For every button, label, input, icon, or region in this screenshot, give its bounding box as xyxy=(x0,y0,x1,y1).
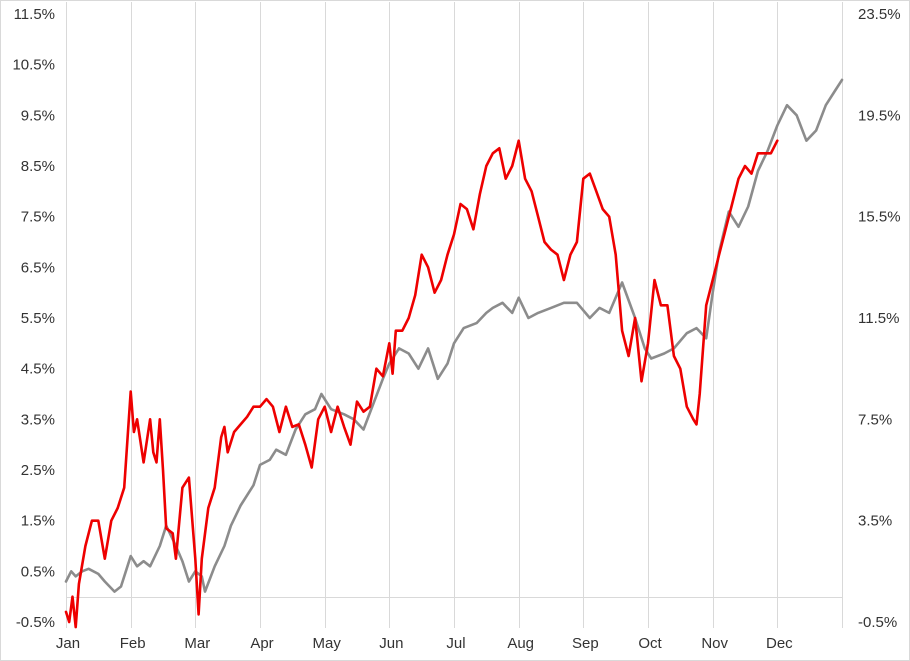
x-axis-month-label: Apr xyxy=(250,635,273,652)
series-line-red xyxy=(64,139,779,629)
x-axis-month-label: Aug xyxy=(507,635,534,652)
x-axis-month-label: Jan xyxy=(56,635,80,652)
x-axis-month-label: Jun xyxy=(379,635,403,652)
right-axis-tick-label: 3.5% xyxy=(858,513,892,530)
series-lines xyxy=(64,78,844,629)
right-axis-tick-label: 19.5% xyxy=(858,107,901,124)
left-axis-tick-label: 6.5% xyxy=(21,259,55,276)
left-axis-tick-label: -0.5% xyxy=(16,614,55,631)
left-axis-tick-label: 9.5% xyxy=(21,107,55,124)
left-axis-tick-label: 10.5% xyxy=(12,57,55,74)
left-axis-tick-label: 0.5% xyxy=(21,563,55,580)
x-axis-month-label: Mar xyxy=(184,635,210,652)
x-axis-month-label: Oct xyxy=(638,635,662,652)
left-axis-tick-label: 7.5% xyxy=(21,209,55,226)
x-axis-month-label: May xyxy=(312,635,341,652)
x-axis-month-label: Jul xyxy=(446,635,465,652)
series-line-gray xyxy=(64,78,844,593)
x-axis-month-label: Dec xyxy=(766,635,793,652)
right-axis-tick-label: 7.5% xyxy=(858,411,892,428)
left-axis-tick-label: 4.5% xyxy=(21,361,55,378)
left-axis: -0.5% 0.5% 1.5% 2.5% 3.5% 4.5% 5.5% 6.5% 7.5% 8.5… xyxy=(12,6,55,631)
right-axis-tick-label: 23.5% xyxy=(858,6,901,23)
right-axis: -0.5% 3.5% 7.5% 11.5% 15.5% 19.5% 23.5% xyxy=(858,6,901,631)
x-axis-month-label: Feb xyxy=(120,635,146,652)
left-axis-tick-label: 1.5% xyxy=(21,513,55,530)
x-axis-month-label: Nov xyxy=(701,635,728,652)
x-axis-month-label: Sep xyxy=(572,635,599,652)
left-axis-tick-label: 2.5% xyxy=(21,462,55,479)
right-axis-tick-label: -0.5% xyxy=(858,614,897,631)
x-axis: Jan Feb Mar Apr May Jun Jul Aug Sep Oct Nov Dec xyxy=(56,635,793,652)
left-axis-tick-label: 5.5% xyxy=(21,310,55,327)
grid-lines xyxy=(66,2,843,628)
right-axis-tick-label: 15.5% xyxy=(858,209,901,226)
left-axis-tick-label: 8.5% xyxy=(21,158,55,175)
left-axis-tick-label: 11.5% xyxy=(14,6,55,23)
left-axis-tick-label: 3.5% xyxy=(21,411,55,428)
right-axis-tick-label: 11.5% xyxy=(858,310,899,327)
